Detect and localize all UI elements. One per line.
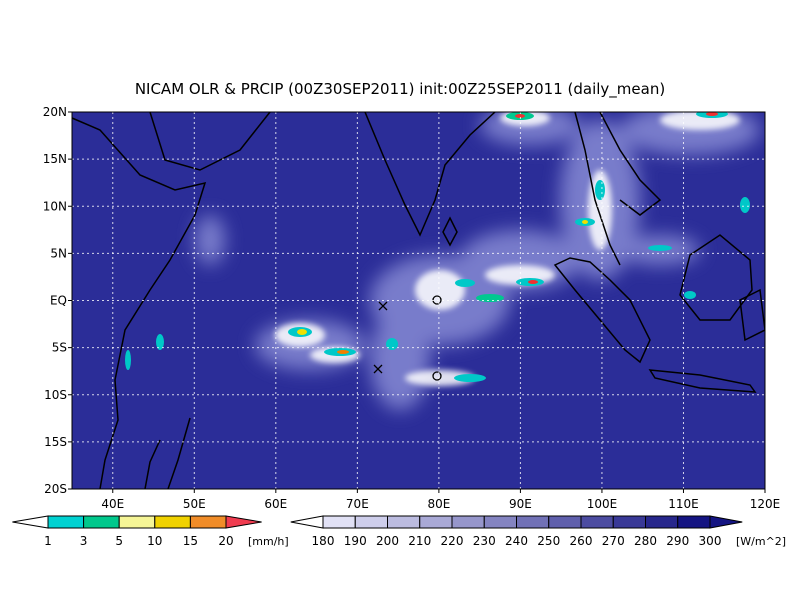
colorbar-label: 300 — [699, 534, 722, 548]
map-field — [72, 112, 765, 489]
colorbar-box — [354, 515, 388, 529]
lat-label: 5N — [50, 246, 67, 260]
colorbar-label: 290 — [666, 534, 689, 548]
lat-label: 20S — [44, 482, 67, 496]
colorbar-label: 190 — [344, 534, 367, 548]
colorbar-box — [47, 515, 85, 529]
colorbar-unit: [W/m^2] — [736, 535, 786, 548]
colorbar-box — [612, 515, 646, 529]
lat-label: 10S — [44, 388, 67, 402]
colorbar-label: 220 — [441, 534, 464, 548]
lon-label: 100E — [587, 497, 618, 511]
colorbar-box — [322, 515, 356, 529]
colorbar-label: 200 — [376, 534, 399, 548]
lat-label: EQ — [50, 294, 67, 308]
lat-label: 15S — [44, 435, 67, 449]
graticule — [72, 112, 765, 489]
colorbar-label: 15 — [183, 534, 198, 548]
colorbar-label: 250 — [537, 534, 560, 548]
colorbar-label: 1 — [44, 534, 52, 548]
colorbar-label: 270 — [602, 534, 625, 548]
colorbar-label: 260 — [570, 534, 593, 548]
map-title: NICAM OLR & PRCIP (00Z30SEP2011) init:00… — [135, 80, 665, 99]
colorbar-label: 3 — [80, 534, 88, 548]
colorbar-box — [451, 515, 485, 529]
colorbar-label: 230 — [473, 534, 496, 548]
colorbar-label: 10 — [147, 534, 162, 548]
colorbar-box — [387, 515, 421, 529]
colorbar-box — [419, 515, 453, 529]
colorbar-label: 210 — [408, 534, 431, 548]
lon-label: 110E — [668, 497, 699, 511]
colorbar-box — [83, 515, 120, 529]
colorbar-box — [548, 515, 582, 529]
lat-label: 15N — [43, 152, 67, 166]
colorbar-low-end — [12, 515, 49, 529]
markers — [373, 295, 442, 381]
lon-label: 40E — [101, 497, 124, 511]
colorbar-label: 5 — [115, 534, 123, 548]
lon-label: 60E — [264, 497, 287, 511]
colorbar-label: 180 — [312, 534, 335, 548]
legends: 1 3 5 10 15 20 [mm/h] 180 190 200 210 220 230 240 250 2… — [12, 515, 786, 548]
colorbar-high-end — [709, 515, 743, 529]
coastlines — [72, 112, 765, 489]
lon-label: 80E — [427, 497, 450, 511]
colorbar-label: 240 — [505, 534, 528, 548]
colorbar-box — [483, 515, 517, 529]
colorbar-label: 280 — [634, 534, 657, 548]
colorbar-label: 20 — [218, 534, 233, 548]
precip-spots — [125, 112, 750, 382]
colorbar-low-end — [290, 515, 324, 529]
colorbar-unit: [mm/h] — [248, 535, 289, 548]
colorbar-box — [154, 515, 191, 529]
colorbar-box — [677, 515, 711, 529]
lon-label: 50E — [183, 497, 206, 511]
lat-label: 10N — [43, 199, 67, 213]
lon-label: 70E — [346, 497, 369, 511]
colorbar-box — [516, 515, 550, 529]
colorbar-box — [580, 515, 614, 529]
colorbar-high-end — [225, 515, 262, 529]
colorbar-box — [645, 515, 679, 529]
colorbar-box — [118, 515, 156, 529]
colorbar-box — [189, 515, 227, 529]
lon-label: 90E — [509, 497, 532, 511]
lon-label: 120E — [750, 497, 781, 511]
lat-label: 5S — [52, 341, 67, 355]
lat-label: 20N — [43, 105, 67, 119]
